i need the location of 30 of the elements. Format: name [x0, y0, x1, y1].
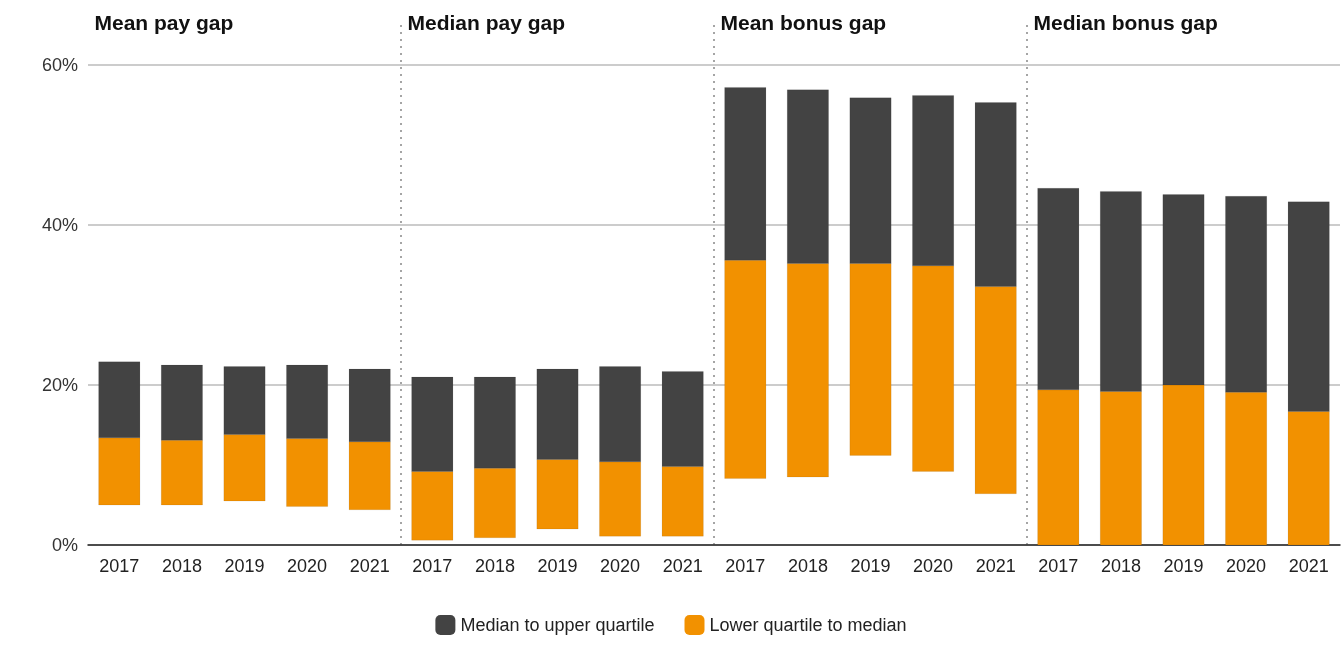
text: Mean pay gap — [94, 11, 234, 34]
x-tick-label: 2018 — [787, 556, 828, 576]
x-tick-label: 2018 — [474, 556, 515, 576]
x-tick-label: 2021 — [1288, 556, 1329, 576]
x-tick-label: 2017 — [99, 556, 140, 576]
x-tick-label: 2020 — [600, 556, 641, 576]
y-tick-label: 60% — [41, 55, 78, 75]
x-tick-label: 2020 — [287, 556, 328, 576]
x-tick-label: 2018 — [161, 556, 202, 576]
x-tick-label: 2019 — [1163, 556, 1204, 576]
y-tick-label: 0% — [51, 535, 78, 555]
x-tick-label: 2019 — [224, 556, 265, 576]
y-tick-label: 40% — [41, 215, 78, 235]
x-tick-label: 2019 — [537, 556, 578, 576]
y-tick-label: 20% — [41, 375, 78, 395]
x-tick-label: 2021 — [662, 556, 703, 576]
x-tick-label: 2019 — [850, 556, 891, 576]
x-tick-label: 2017 — [412, 556, 453, 576]
x-tick-label: 2017 — [725, 556, 766, 576]
text: Median pay gap — [407, 11, 566, 34]
legend-label: Lower quartile to median — [709, 615, 907, 635]
x-tick-label: 2021 — [349, 556, 390, 576]
x-tick-label: 2018 — [1100, 556, 1141, 576]
text: Mean bonus gap — [720, 11, 887, 34]
x-tick-label: 2021 — [975, 556, 1016, 576]
x-tick-label: 2020 — [1226, 556, 1267, 576]
legend-label: Median to upper quartile — [460, 615, 655, 635]
x-tick-label: 2020 — [913, 556, 954, 576]
text: Median bonus gap — [1033, 11, 1218, 34]
x-tick-label: 2017 — [1038, 556, 1079, 576]
